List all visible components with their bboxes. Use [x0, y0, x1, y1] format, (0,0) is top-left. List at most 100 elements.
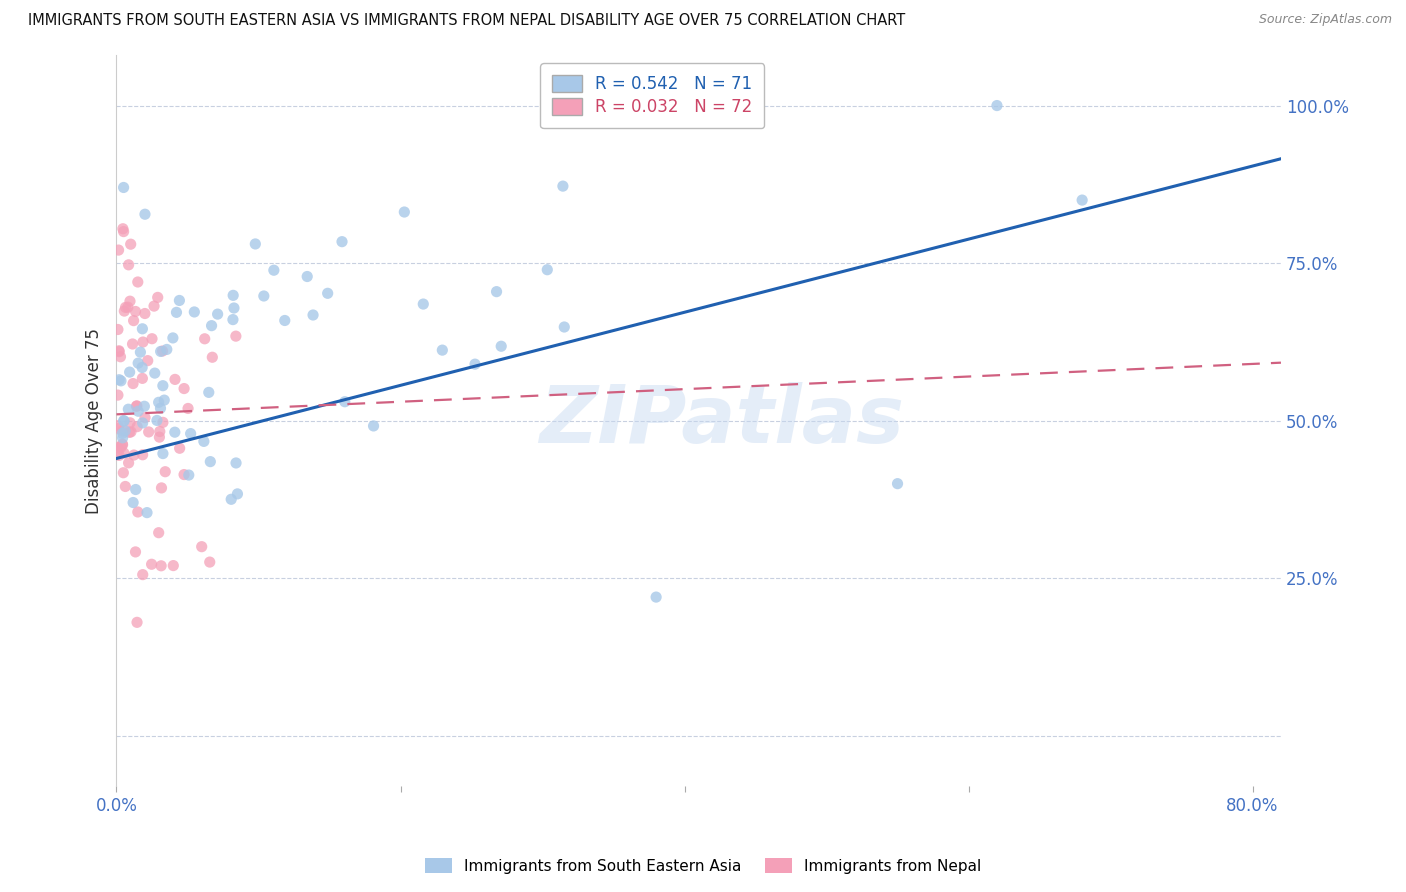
- Point: [127, 356, 149, 370]
- Point: [114, 424, 136, 438]
- Point: [108, 343, 131, 358]
- Point: [112, 225, 135, 239]
- Point: [143, 366, 166, 380]
- Point: [110, 374, 132, 388]
- Point: [156, 343, 179, 357]
- Point: [112, 414, 135, 428]
- Point: [111, 221, 134, 235]
- Point: [149, 425, 172, 439]
- Point: [162, 558, 184, 573]
- Point: [152, 378, 174, 392]
- Point: [111, 438, 134, 452]
- Point: [297, 269, 319, 284]
- Point: [226, 487, 249, 501]
- Text: Source: ZipAtlas.com: Source: ZipAtlas.com: [1258, 13, 1392, 27]
- Point: [180, 426, 202, 441]
- Point: [107, 388, 129, 402]
- Point: [114, 301, 136, 315]
- Point: [108, 449, 131, 463]
- Point: [114, 479, 136, 493]
- Point: [253, 289, 276, 303]
- Point: [193, 434, 215, 449]
- Point: [110, 440, 132, 454]
- Point: [112, 446, 135, 460]
- Point: [112, 466, 135, 480]
- Point: [153, 393, 176, 408]
- Point: [316, 286, 339, 301]
- Point: [197, 385, 219, 400]
- Y-axis label: Disability Age Over 75: Disability Age Over 75: [86, 327, 103, 514]
- Point: [149, 344, 172, 359]
- Point: [190, 540, 212, 554]
- Text: ZIPatlas: ZIPatlas: [540, 382, 904, 459]
- Point: [125, 483, 148, 497]
- Point: [432, 343, 454, 358]
- Point: [146, 413, 169, 427]
- Point: [148, 430, 170, 444]
- Point: [108, 373, 131, 387]
- Point: [125, 615, 148, 630]
- Point: [207, 307, 229, 321]
- Point: [163, 372, 186, 386]
- Point: [107, 418, 129, 433]
- Point: [121, 337, 143, 351]
- Point: [152, 446, 174, 460]
- Point: [141, 332, 163, 346]
- Point: [263, 263, 285, 277]
- Point: [173, 382, 195, 396]
- Point: [111, 424, 134, 438]
- Point: [148, 525, 170, 540]
- Point: [107, 444, 129, 458]
- Point: [166, 305, 188, 319]
- Point: [162, 331, 184, 345]
- Point: [330, 235, 353, 249]
- Point: [117, 456, 139, 470]
- Point: [122, 376, 145, 391]
- Point: [200, 455, 222, 469]
- Point: [118, 365, 141, 379]
- Point: [122, 495, 145, 509]
- Point: [111, 431, 134, 445]
- Point: [163, 425, 186, 440]
- Legend: R = 0.542   N = 71, R = 0.032   N = 72: R = 0.542 N = 71, R = 0.032 N = 72: [540, 63, 763, 128]
- Point: [117, 258, 139, 272]
- Point: [108, 344, 131, 359]
- Point: [394, 205, 416, 219]
- Point: [129, 345, 152, 359]
- Point: [127, 404, 149, 418]
- Point: [169, 442, 191, 456]
- Point: [120, 425, 142, 439]
- Point: [131, 360, 153, 375]
- Point: [536, 262, 558, 277]
- Point: [117, 300, 139, 314]
- Point: [194, 332, 217, 346]
- Point: [107, 322, 129, 336]
- Point: [489, 339, 512, 353]
- Point: [986, 98, 1008, 112]
- Point: [177, 401, 200, 416]
- Point: [134, 410, 156, 425]
- Point: [225, 329, 247, 343]
- Point: [131, 448, 153, 462]
- Point: [107, 441, 129, 455]
- Point: [112, 414, 135, 428]
- Point: [120, 237, 142, 252]
- Point: [112, 304, 135, 318]
- Point: [177, 468, 200, 483]
- Point: [1071, 193, 1094, 207]
- Point: [553, 320, 575, 334]
- Point: [363, 419, 385, 434]
- Point: [201, 351, 224, 365]
- Point: [124, 304, 146, 318]
- Point: [155, 465, 177, 479]
- Point: [152, 344, 174, 359]
- Point: [131, 371, 153, 385]
- Point: [245, 236, 267, 251]
- Point: [149, 401, 172, 416]
- Point: [222, 288, 245, 302]
- Point: [551, 179, 574, 194]
- Point: [131, 322, 153, 336]
- Point: [127, 505, 149, 519]
- Point: [152, 415, 174, 429]
- Point: [132, 334, 155, 349]
